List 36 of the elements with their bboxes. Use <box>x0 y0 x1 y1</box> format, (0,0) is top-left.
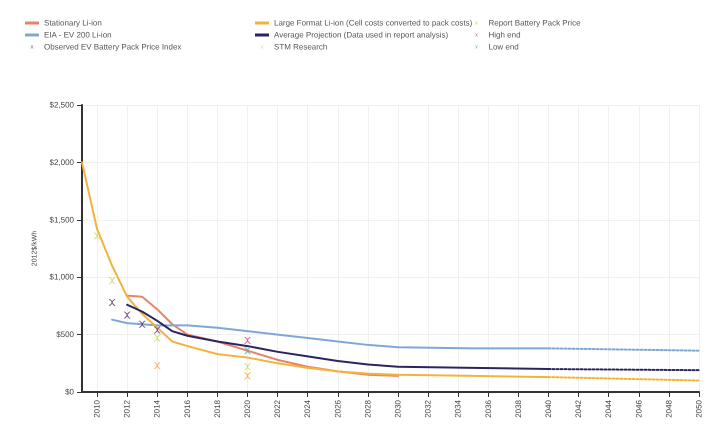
x-tick-label: 2040 <box>544 399 554 418</box>
x-tick-label: 2026 <box>333 399 342 418</box>
x-tick-label: 2038 <box>514 399 523 418</box>
legend-label: High end <box>488 30 521 40</box>
x-tick-label: 2050 <box>694 399 704 418</box>
x-tick-label: 2010 <box>92 399 102 418</box>
legend-label: Average Projection (Data used in report analysis) <box>274 30 448 40</box>
legend-label: Stationary Li-ion <box>44 18 102 28</box>
y-tick-label: $2,000 <box>50 158 75 167</box>
x-tick-label: 2036 <box>484 399 493 418</box>
x-tick-label: 2046 <box>634 399 644 418</box>
legend-label: Report Battery Pack Price <box>488 18 582 28</box>
x-tick-label: 2034 <box>454 399 463 418</box>
x-tick-label: 2014 <box>152 399 162 418</box>
y-tick-label: $1,000 <box>50 272 75 282</box>
x-tick-label: 2032 <box>424 399 433 418</box>
legend-label: STM Research <box>274 42 328 52</box>
y-tick-label: $2,500 <box>50 100 75 110</box>
x-tick-label: 2016 <box>182 399 192 418</box>
x-tick-label: 2024 <box>303 399 312 418</box>
legend-label: Low end <box>488 42 519 52</box>
legend-label: EIA - EV 200 Li-ion <box>44 30 112 40</box>
x-tick-label: 2012 <box>122 399 132 418</box>
x-tick-label: 2042 <box>574 399 584 418</box>
x-tick-label: 2044 <box>604 399 614 418</box>
x-tick-label: 2030 <box>394 399 403 418</box>
y-tick-label: $0 <box>65 388 75 396</box>
x-tick-label: 2022 <box>273 399 282 418</box>
x-tick-label: 2028 <box>363 399 372 418</box>
x-tick-label: 2020 <box>243 399 252 418</box>
y-tick-label: $500 <box>56 330 75 340</box>
legend-label: Large Format Li-ion (Cell costs converted to pack costs) <box>274 18 473 28</box>
x-tick-label: 2048 <box>664 399 674 418</box>
y-tick-label: $1,500 <box>50 215 75 224</box>
legend-label: Observed EV Battery Pack Price Index <box>44 42 182 52</box>
x-tick-label: 2018 <box>212 399 222 418</box>
